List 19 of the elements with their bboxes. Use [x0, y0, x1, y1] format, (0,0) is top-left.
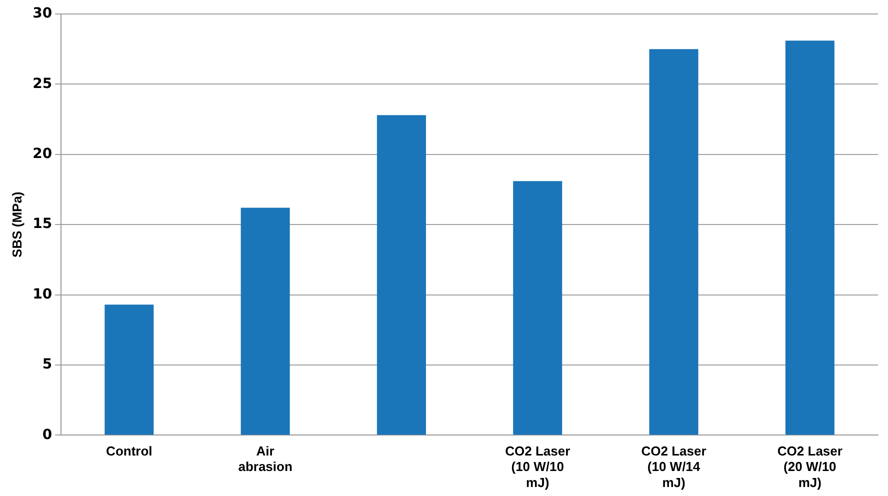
bar — [513, 181, 562, 435]
y-axis-title: SBS (MPa) — [9, 192, 24, 258]
y-tick-label: 20 — [32, 146, 52, 162]
x-tick-label: Control — [106, 444, 152, 459]
bar — [785, 40, 834, 435]
y-tick-label: 0 — [42, 426, 52, 443]
bar — [240, 208, 290, 435]
y-tick-label: 5 — [42, 356, 52, 373]
x-tick-label: CO2 Laser (20 W/10 mJ) — [777, 444, 842, 490]
x-tick-label: CO2 Laser (10 W/10 mJ) — [505, 444, 570, 490]
x-tick-label: Air abrasion — [238, 444, 292, 474]
y-tick-label: 30 — [32, 6, 52, 22]
bar — [376, 115, 426, 435]
bar — [104, 304, 154, 435]
x-tick-label: CO2 Laser (10 W/14 mJ) — [641, 444, 706, 490]
bar — [649, 49, 698, 435]
y-tick-label: 25 — [32, 76, 52, 92]
y-tick-label: 15 — [32, 216, 52, 232]
y-tick-label: 10 — [32, 286, 52, 302]
